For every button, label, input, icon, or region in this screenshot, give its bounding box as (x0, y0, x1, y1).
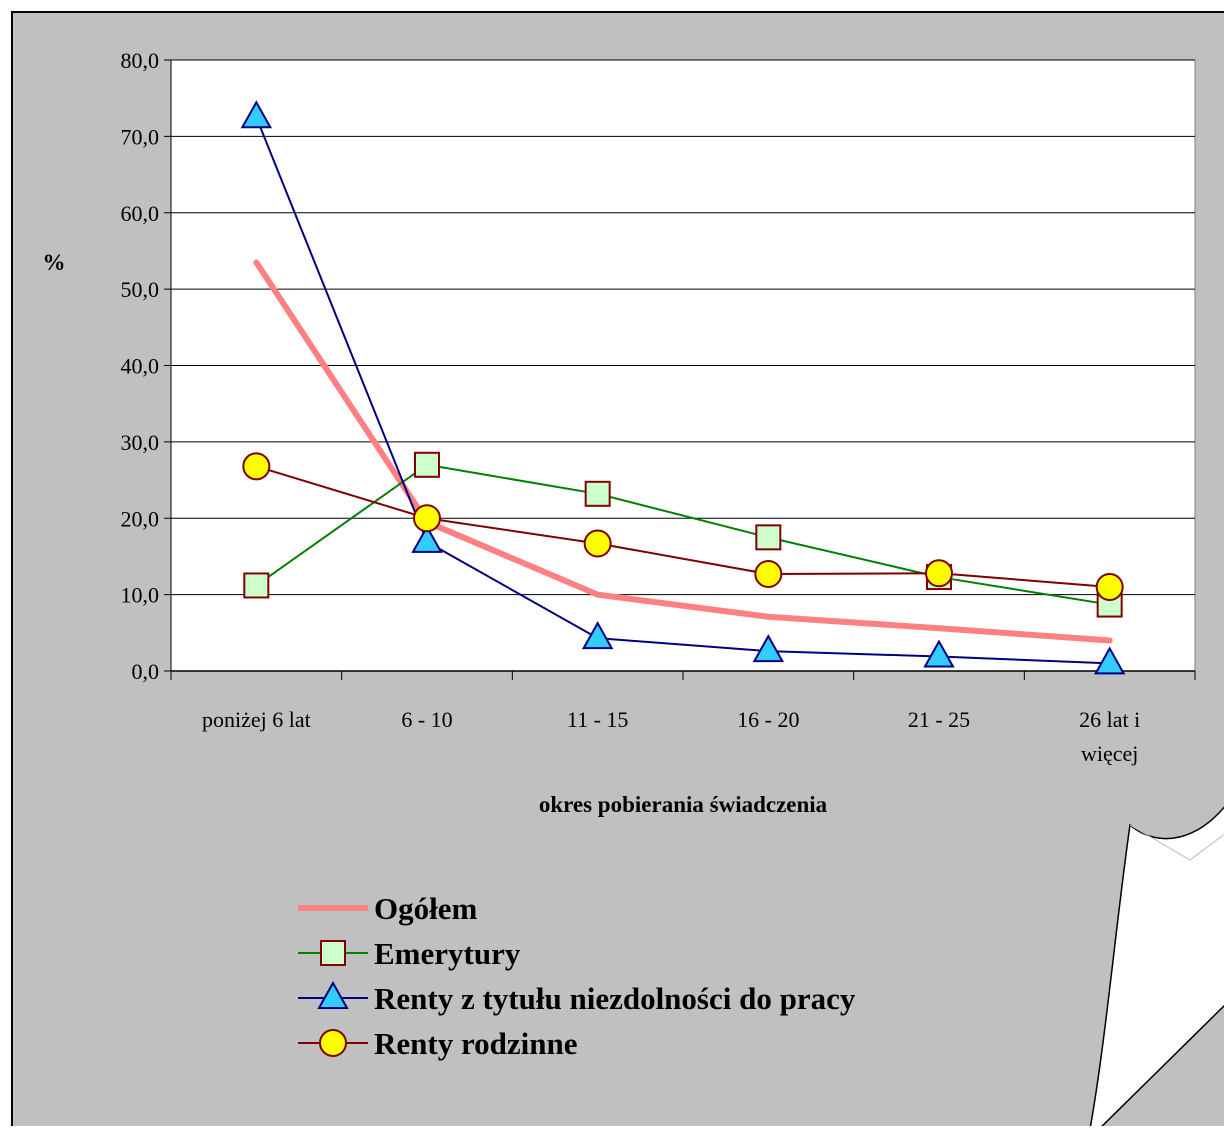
legend-item: Renty z tytułu niezdolności do pracy (298, 980, 856, 1016)
y-tick-label: 50,0 (121, 277, 160, 302)
square-marker (243, 572, 270, 599)
series-3 (240, 100, 1126, 675)
triangle-marker (581, 621, 614, 650)
x-tick-label: 26 lat i (1079, 707, 1140, 732)
series-group (240, 100, 1126, 675)
x-tick-label: więcej (1081, 741, 1138, 766)
square-marker (755, 524, 782, 551)
circle-marker (413, 504, 441, 533)
triangle-marker (411, 524, 443, 553)
triangle-marker (1093, 646, 1126, 675)
x-axis-title: okres pobierania świadczenia (539, 792, 828, 817)
gridlines (164, 59, 1196, 680)
circle-marker (1095, 572, 1124, 601)
legend-item: Renty rodzinne (298, 1026, 578, 1061)
y-tick-label: 60,0 (121, 201, 160, 226)
legend: Ogółem Emerytury Renty z tytułu niezdolnoś… (298, 891, 856, 1061)
y-axis-title: % (43, 250, 66, 275)
square-marker (584, 480, 611, 507)
triangle-marker (923, 639, 955, 668)
series-line (255, 463, 1111, 606)
circle-marker (242, 452, 271, 481)
series-4 (242, 452, 1124, 601)
y-tick-label: 20,0 (121, 506, 160, 531)
y-tick-label: 40,0 (121, 354, 160, 379)
x-axis-tick-labels: poniżej 6 lat 6 - 10 11 - 15 16 - 20 21 - 25… (202, 707, 1140, 766)
x-tick-label: 16 - 20 (737, 707, 799, 732)
y-axis-tick-labels: 0,0 10,0 20,0 30,0 40,0 50,0 60,0 70,0 80,0 (121, 48, 160, 684)
y-tick-label: 10,0 (121, 583, 160, 608)
series-line (255, 116, 1111, 665)
legend-label: Emerytury (374, 936, 521, 971)
legend-label: Renty rodzinne (374, 1026, 578, 1061)
x-tick-label: 21 - 25 (908, 707, 970, 732)
legend-label: Ogółem (374, 891, 477, 926)
triangle-marker (752, 634, 785, 663)
triangle-marker (317, 980, 349, 1009)
legend-label: Renty z tytułu niezdolności do pracy (374, 981, 856, 1016)
x-tick-label: 6 - 10 (401, 707, 452, 732)
series-line (255, 465, 1111, 588)
y-tick-label: 0,0 (132, 659, 160, 684)
circle-marker (925, 559, 953, 588)
series-1 (253, 259, 1113, 644)
legend-item: Ogółem (298, 891, 477, 926)
y-tick-label: 80,0 (121, 48, 160, 73)
square-marker (320, 940, 346, 966)
legend-item: Emerytury (298, 936, 521, 971)
triangle-marker (240, 100, 273, 129)
page-curl (1088, 806, 1224, 1131)
series-line (253, 259, 1113, 644)
square-marker (414, 451, 440, 478)
y-tick-label: 70,0 (121, 124, 160, 149)
y-tick-label: 30,0 (121, 430, 160, 455)
circle-marker (754, 560, 783, 589)
x-tick-label: poniżej 6 lat (202, 707, 311, 732)
circle-marker (319, 1029, 347, 1057)
circle-marker (583, 529, 612, 558)
x-tick-label: 11 - 15 (567, 707, 629, 732)
